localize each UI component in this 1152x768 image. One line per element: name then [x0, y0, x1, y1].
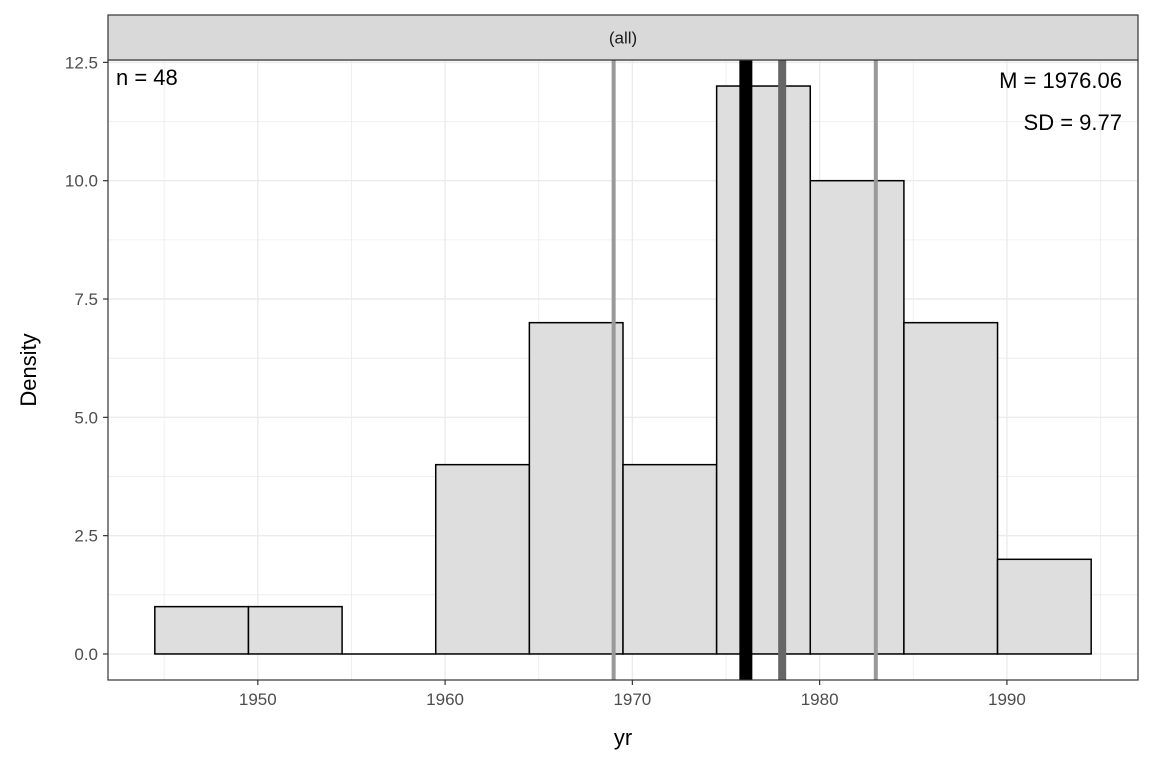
histogram-bar: [622, 463, 718, 655]
y-axis-title: Density: [16, 333, 41, 406]
facet-strip-background: [107, 14, 1139, 61]
histogram-bar: [715, 85, 812, 655]
facet-strip: (all): [107, 14, 1139, 61]
facet-strip-label: (all): [609, 29, 637, 48]
x-tick-label: 1980: [801, 690, 839, 709]
histogram-bar: [809, 179, 905, 655]
histogram-bar: [903, 321, 999, 655]
histogram-bars: [154, 85, 1092, 655]
y-tick-label: 0.0: [74, 645, 98, 664]
x-tick-label: 1960: [426, 690, 464, 709]
histogram-bar: [996, 558, 1092, 655]
annotation-sd: SD = 9.77: [1024, 110, 1122, 135]
y-tick-label: 10.0: [65, 172, 98, 191]
y-tick-label: 7.5: [74, 290, 98, 309]
histogram-bar: [247, 605, 343, 655]
x-tick-label: 1950: [239, 690, 277, 709]
x-axis-title: yr: [614, 725, 632, 750]
x-axis: 1950 1960 1970 1980 1990: [239, 680, 1026, 709]
histogram-bar: [528, 321, 624, 655]
annotation-mean: M = 1976.06: [999, 68, 1122, 93]
y-tick-label: 12.5: [65, 53, 98, 72]
reference-lines: [611, 60, 878, 680]
histogram-bar: [154, 605, 250, 655]
x-tick-label: 1970: [613, 690, 651, 709]
histogram-bar: [434, 463, 531, 655]
x-tick-label: 1990: [988, 690, 1026, 709]
y-axis: 0.0 2.5 5.0 7.5 10.0 12.5: [65, 53, 108, 664]
y-tick-label: 5.0: [74, 408, 98, 427]
annotation-n: n = 48: [116, 65, 178, 90]
y-tick-label: 2.5: [74, 527, 98, 546]
